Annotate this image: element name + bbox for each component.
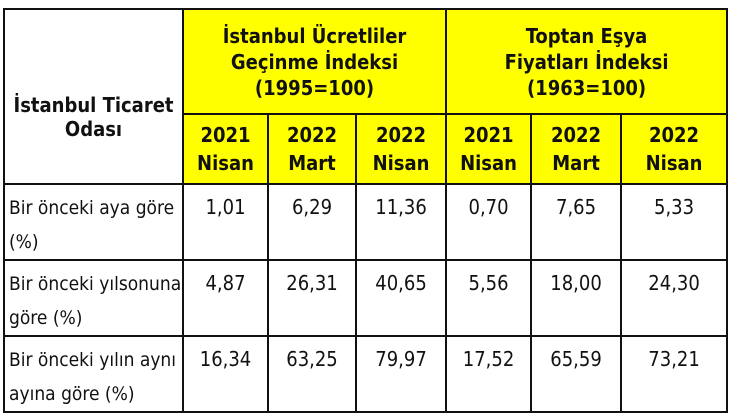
column-header: 2022 Nisan [354, 113, 448, 185]
column-month: Mart [552, 151, 600, 175]
group-title-line: (1963=100) [526, 75, 647, 100]
column-month: Nisan [645, 151, 703, 175]
column-year: 2022 [550, 123, 602, 147]
value-cell: 5,33 [620, 183, 729, 261]
row-label: Bir önceki yılsonuna göre (%) [3, 259, 184, 337]
value-cell: 63,25 [267, 335, 357, 413]
column-year: 2021 [200, 123, 251, 147]
group-header-wage-index: İstanbul Ücretliler Geçinme İndeksi (199… [181, 8, 448, 115]
column-month: Nisan [460, 151, 517, 175]
group-title-line: Fiyatları İndeksi [504, 49, 669, 74]
column-header: 2022 Nisan [620, 113, 729, 185]
value-cell: 1,01 [182, 183, 269, 261]
value-cell: 73,21 [620, 335, 729, 413]
column-year: 2021 [463, 123, 514, 147]
group-title-line: (1995=100) [254, 75, 375, 100]
group-title-line: Toptan Eşya [525, 23, 648, 48]
value-cell: 6,29 [267, 183, 357, 261]
column-month: Mart [288, 151, 336, 175]
value-cell: 24,30 [620, 259, 729, 337]
table-row: Bir önceki yılın aynı ayına göre (%) 16,3… [3, 335, 729, 413]
group-title-line: Geçinme İndeksi [230, 49, 399, 74]
column-header: 2021 Nisan [445, 113, 533, 185]
corner-header: İstanbul Ticaret Odası [3, 8, 184, 185]
column-header: 2021 Nisan [182, 113, 269, 185]
table-row: Bir önceki yılsonuna göre (%) 4,87 26,31 40… [3, 259, 729, 337]
column-year: 2022 [649, 123, 700, 147]
column-header: 2022 Mart [267, 113, 357, 185]
column-month: Nisan [372, 151, 430, 175]
group-title-line: İstanbul Ücretliler [222, 23, 407, 48]
value-cell: 26,31 [267, 259, 357, 337]
group-header-wholesale-index: Toptan Eşya Fiyatları İndeksi (1963=100) [445, 8, 729, 115]
value-cell: 40,65 [354, 259, 448, 337]
column-year: 2022 [375, 123, 427, 147]
value-cell: 17,52 [445, 335, 533, 413]
index-table: İstanbul Ticaret Odası İstanbul Ücretlil… [3, 8, 729, 413]
value-cell: 79,97 [354, 335, 448, 413]
value-cell: 0,70 [445, 183, 533, 261]
column-header: 2022 Mart [530, 113, 623, 185]
value-cell: 16,34 [182, 335, 269, 413]
value-cell: 5,56 [445, 259, 533, 337]
value-cell: 18,00 [530, 259, 623, 337]
table-row: Bir önceki aya göre (%) 1,01 6,29 11,36 0,70… [3, 183, 729, 261]
value-cell: 4,87 [182, 259, 269, 337]
value-cell: 65,59 [530, 335, 623, 413]
row-label: Bir önceki aya göre (%) [3, 183, 184, 261]
value-cell: 7,65 [530, 183, 623, 261]
column-month: Nisan [197, 151, 254, 175]
value-cell: 11,36 [354, 183, 448, 261]
row-label: Bir önceki yılın aynı ayına göre (%) [3, 335, 184, 413]
column-year: 2022 [286, 123, 338, 147]
